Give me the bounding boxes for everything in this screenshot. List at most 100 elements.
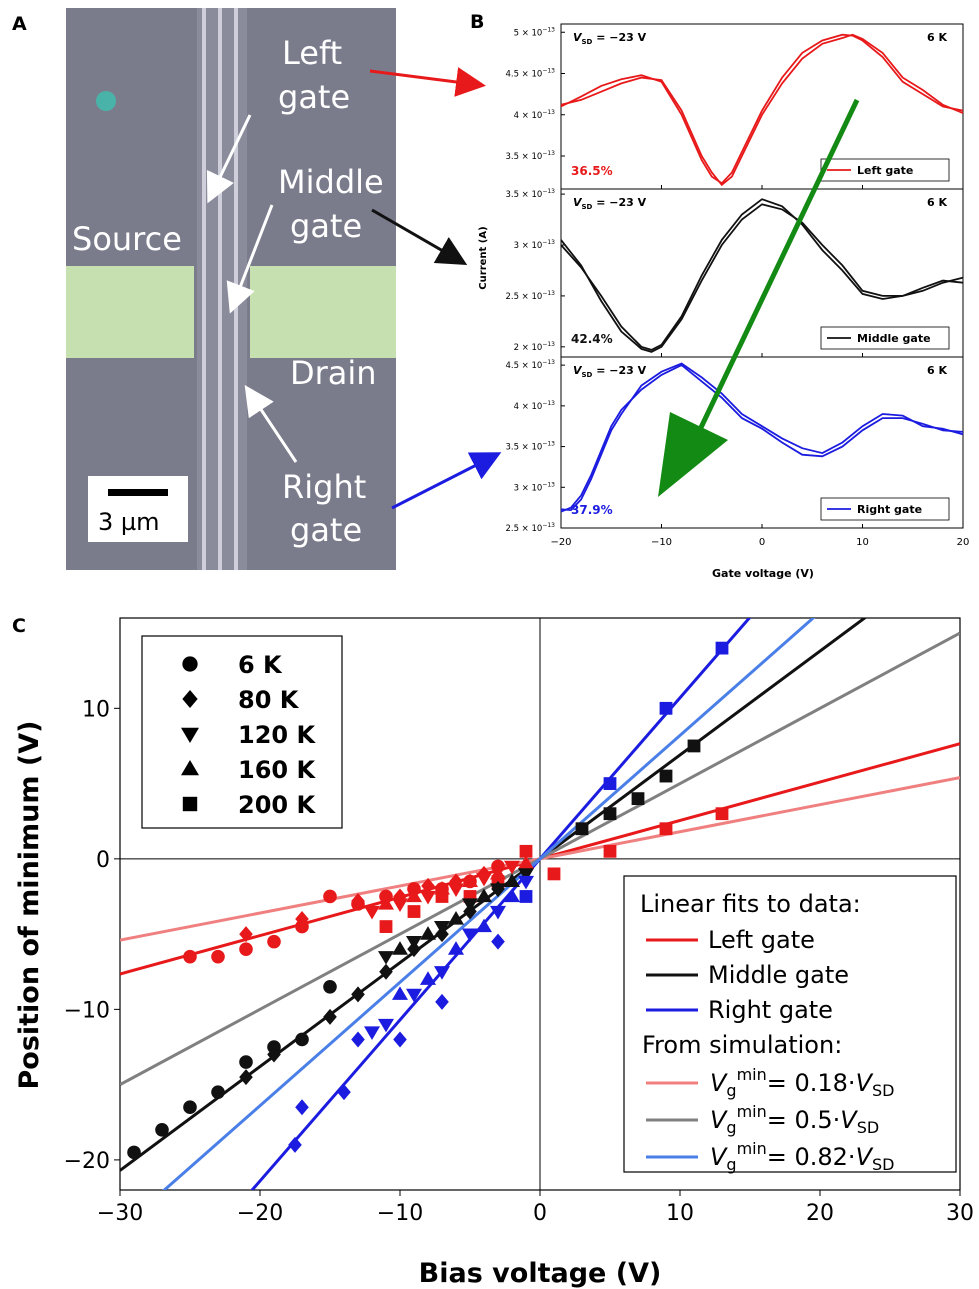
panel-c-xlabel: Bias voltage (V) bbox=[419, 1258, 662, 1289]
current-trace bbox=[560, 203, 964, 353]
data-point-triangle-up bbox=[518, 855, 534, 869]
data-point-triangle-down bbox=[490, 883, 506, 897]
right-gate-line bbox=[234, 8, 238, 570]
data-point-circle bbox=[182, 656, 198, 672]
data-point-triangle-down bbox=[406, 988, 422, 1003]
line-legend-title: Linear fits to data: bbox=[640, 890, 861, 918]
marker-legend-label: 200 K bbox=[238, 791, 316, 819]
data-point-diamond bbox=[239, 1069, 253, 1086]
panel-b-current-plots: Current (A) Gate voltage (V) 3.5 × 10−13… bbox=[478, 23, 969, 580]
data-point-diamond bbox=[267, 1046, 281, 1063]
y-tick-label: 3.5 × 10−13 bbox=[505, 441, 555, 453]
data-point-triangle-down bbox=[518, 868, 534, 882]
right-gate-pointer bbox=[244, 385, 298, 463]
data-point-triangle-up bbox=[181, 760, 199, 776]
data-point-diamond bbox=[288, 1136, 302, 1153]
data-point-triangle-up bbox=[392, 941, 408, 955]
data-point-circle bbox=[239, 1055, 253, 1069]
panel-c-ylabel: Position of minimum (V) bbox=[14, 720, 45, 1089]
data-point-square bbox=[603, 807, 617, 821]
data-point-triangle-up bbox=[420, 971, 436, 985]
data-points bbox=[127, 641, 729, 1160]
current-trace bbox=[560, 364, 964, 513]
data-point-circle bbox=[127, 1145, 141, 1160]
data-point-triangle-down bbox=[392, 898, 408, 912]
scale-bar-box bbox=[88, 476, 188, 542]
y-tick-label: 2 × 10−13 bbox=[514, 341, 556, 353]
data-point-square bbox=[547, 867, 561, 881]
data-point-diamond bbox=[337, 1084, 351, 1101]
data-point-triangle-up bbox=[462, 873, 478, 888]
middle-gate-label-1: Middle bbox=[278, 163, 384, 201]
sim-legend-label: Vgmin= 0.82·VSD bbox=[710, 1139, 894, 1174]
current-trace bbox=[560, 33, 964, 187]
bias-label: VSD = −23 V bbox=[573, 196, 647, 211]
line-legend-label: Middle gate bbox=[708, 961, 849, 989]
marker-legend-label: 120 K bbox=[238, 721, 316, 749]
data-point-diamond bbox=[393, 1031, 407, 1048]
data-point-diamond bbox=[351, 1031, 365, 1048]
middle-gate-pointer bbox=[226, 204, 274, 314]
fit-line bbox=[162, 618, 816, 1190]
data-point-square bbox=[659, 701, 673, 715]
legend-label: Middle gate bbox=[857, 332, 931, 345]
data-point-square bbox=[603, 777, 617, 790]
trend-arrow-head bbox=[658, 412, 728, 497]
data-point-circle bbox=[183, 949, 197, 964]
sim-legend-label: Vgmin= 0.5·VSD bbox=[710, 1102, 879, 1137]
data-point-diamond bbox=[295, 1099, 309, 1116]
marker-legend-label: 6 K bbox=[238, 651, 283, 679]
data-point-square bbox=[631, 792, 645, 806]
data-point-circle bbox=[295, 1032, 309, 1047]
data-point-triangle-up bbox=[448, 911, 464, 925]
data-point-diamond bbox=[351, 892, 365, 909]
y-tick-label: −10 bbox=[64, 998, 110, 1023]
data-point-circle bbox=[211, 949, 225, 964]
legend-label: Right gate bbox=[857, 503, 922, 516]
data-point-triangle-up bbox=[476, 918, 492, 933]
fit-lines bbox=[120, 618, 960, 1190]
y-tick-label: 2.5 × 10−13 bbox=[505, 522, 555, 534]
data-point-diamond bbox=[421, 877, 435, 894]
percentage-label: 42.4% bbox=[571, 332, 613, 346]
y-tick-label: 4.5 × 10−13 bbox=[505, 68, 555, 80]
y-tick-label: 4 × 10−13 bbox=[514, 400, 556, 412]
x-tick-label: −10 bbox=[377, 1201, 423, 1226]
scale-bar-label: 3 µm bbox=[98, 508, 160, 536]
temperature-label: 6 K bbox=[927, 196, 947, 209]
x-tick-label: 20 bbox=[806, 1201, 834, 1226]
panel-b-xlabel: Gate voltage (V) bbox=[712, 567, 814, 580]
data-point-triangle-up bbox=[504, 888, 520, 903]
panel-label-c: C bbox=[12, 615, 26, 637]
scale-bar bbox=[108, 489, 168, 496]
data-point-diamond bbox=[239, 926, 253, 943]
arrow-right-gate bbox=[391, 452, 502, 510]
data-point-triangle-down bbox=[518, 875, 534, 890]
middle-gate-line bbox=[218, 8, 222, 570]
source-label: Source bbox=[72, 220, 182, 258]
data-point-square bbox=[407, 905, 421, 918]
data-point-triangle-down bbox=[420, 890, 436, 905]
x-tick-label: 0 bbox=[759, 537, 765, 548]
percentage-label: 36.5% bbox=[571, 164, 613, 178]
subplot-legend bbox=[820, 497, 950, 521]
data-point-square bbox=[435, 890, 449, 903]
data-point-triangle-up bbox=[378, 896, 394, 910]
data-point-triangle-down bbox=[378, 1018, 394, 1033]
drain-label: Drain bbox=[290, 354, 377, 392]
data-point-diamond bbox=[379, 963, 393, 980]
marker-legend-label: 160 K bbox=[238, 756, 316, 784]
y-tick-label: 5 × 10−13 bbox=[514, 26, 556, 38]
data-point-triangle-down bbox=[462, 898, 478, 912]
right-gate-label-1: Right bbox=[282, 468, 366, 506]
data-point-square bbox=[379, 920, 393, 933]
panel-label-b: B bbox=[470, 11, 484, 33]
data-point-circle bbox=[239, 942, 253, 956]
sim-legend-label: Vgmin= 0.18·VSD bbox=[710, 1065, 894, 1100]
data-point-circle bbox=[267, 934, 281, 949]
y-tick-label: 3 × 10−13 bbox=[514, 239, 556, 251]
line-legend-label: Right gate bbox=[708, 996, 833, 1024]
data-point-triangle-down bbox=[434, 920, 450, 935]
data-point-circle bbox=[211, 1085, 225, 1099]
data-point-triangle-up bbox=[476, 888, 492, 903]
